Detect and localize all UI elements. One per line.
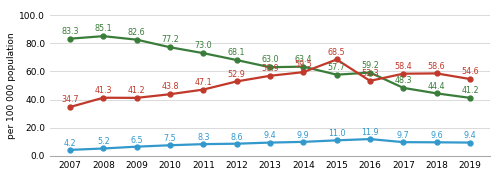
HIV/TB [167, 144, 173, 146]
HIV/TB [200, 143, 206, 145]
TB [434, 92, 440, 94]
TB [200, 52, 206, 54]
Text: 5.2: 5.2 [97, 137, 110, 146]
Text: 82.6: 82.6 [128, 28, 146, 37]
HIV [100, 97, 106, 99]
HIV/TB [67, 149, 73, 151]
HIV [200, 88, 206, 91]
Y-axis label: per 100 000 population: per 100 000 population [8, 32, 16, 139]
Text: 63.4: 63.4 [294, 55, 312, 64]
Text: 59.2: 59.2 [361, 61, 379, 70]
Text: 8.3: 8.3 [197, 133, 209, 142]
TB [400, 87, 406, 89]
HIV [400, 73, 406, 75]
HIV [267, 75, 273, 77]
HIV/TB [467, 141, 473, 144]
Text: 53.3: 53.3 [361, 69, 379, 78]
Text: 58.4: 58.4 [394, 62, 412, 71]
Text: 52.9: 52.9 [228, 70, 246, 79]
Text: 83.3: 83.3 [61, 27, 78, 36]
TB [167, 46, 173, 48]
Line: HIV: HIV [68, 57, 472, 109]
Text: 11.9: 11.9 [361, 128, 379, 137]
Text: 68.5: 68.5 [328, 48, 345, 57]
TB [300, 66, 306, 68]
Text: 59.5: 59.5 [294, 60, 312, 69]
HIV/TB [400, 141, 406, 143]
HIV [167, 93, 173, 95]
HIV/TB [367, 138, 373, 140]
HIV [334, 58, 340, 61]
Text: 9.4: 9.4 [264, 131, 276, 140]
HIV/TB [434, 141, 440, 143]
Text: 44.4: 44.4 [428, 82, 446, 91]
HIV/TB [334, 139, 340, 142]
HIV/TB [100, 147, 106, 150]
HIV [467, 78, 473, 80]
Text: 7.5: 7.5 [164, 134, 176, 143]
TB [134, 39, 140, 41]
Text: 85.1: 85.1 [94, 24, 112, 33]
Line: TB: TB [68, 34, 472, 100]
Text: 68.1: 68.1 [228, 48, 246, 57]
Text: 34.7: 34.7 [61, 95, 79, 104]
TB [334, 74, 340, 76]
HIV [367, 80, 373, 82]
Text: 58.6: 58.6 [428, 62, 446, 71]
Text: 41.2: 41.2 [461, 86, 479, 95]
Text: 43.8: 43.8 [161, 82, 178, 91]
Text: 54.6: 54.6 [461, 67, 479, 76]
TB [467, 97, 473, 99]
Text: 56.9: 56.9 [261, 64, 279, 73]
TB [267, 66, 273, 68]
HIV/TB [267, 141, 273, 144]
HIV/TB [300, 141, 306, 143]
HIV/TB [234, 142, 239, 145]
Line: HIV/TB: HIV/TB [68, 137, 472, 152]
Text: 4.2: 4.2 [64, 139, 76, 148]
HIV [234, 80, 239, 83]
Text: 41.3: 41.3 [94, 86, 112, 95]
TB [367, 71, 373, 74]
Text: 73.0: 73.0 [194, 41, 212, 50]
Text: 63.0: 63.0 [261, 55, 278, 64]
Text: 9.7: 9.7 [397, 131, 409, 140]
HIV [434, 72, 440, 74]
Text: 9.6: 9.6 [430, 131, 443, 140]
Text: 8.6: 8.6 [230, 133, 243, 142]
Text: 47.1: 47.1 [194, 78, 212, 87]
Text: 77.2: 77.2 [161, 36, 179, 44]
HIV [134, 97, 140, 99]
Text: 6.5: 6.5 [130, 135, 143, 145]
HIV [300, 71, 306, 73]
Text: 11.0: 11.0 [328, 129, 345, 138]
TB [100, 35, 106, 37]
Text: 41.2: 41.2 [128, 86, 146, 95]
TB [234, 59, 239, 61]
TB [67, 38, 73, 40]
Text: 48.3: 48.3 [394, 76, 412, 85]
HIV/TB [134, 146, 140, 148]
HIV [67, 106, 73, 108]
Text: 9.4: 9.4 [464, 131, 476, 140]
Text: 57.7: 57.7 [328, 63, 345, 72]
Text: 9.9: 9.9 [297, 131, 310, 140]
